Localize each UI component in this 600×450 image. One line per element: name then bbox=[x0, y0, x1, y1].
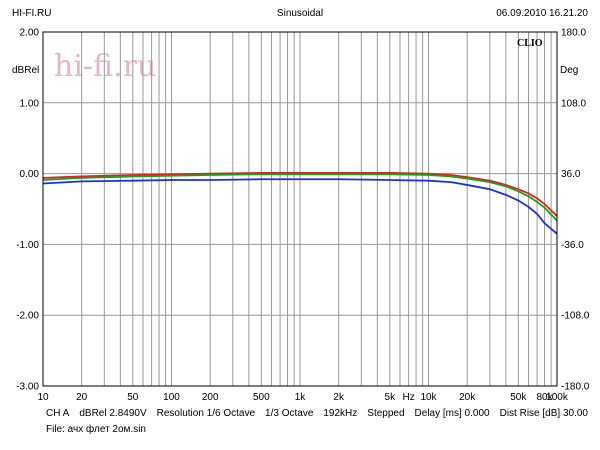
sample-rate: 192kHz bbox=[323, 408, 358, 419]
sweep-mode: Stepped bbox=[367, 408, 405, 419]
x-tick-label: 50 bbox=[127, 392, 139, 403]
header-title: HI-FI.RU bbox=[12, 8, 52, 19]
plot-frame bbox=[42, 31, 558, 387]
dist-rise: Dist Rise [dB] 30.00 bbox=[499, 408, 588, 419]
x-tick-label: 5k bbox=[385, 392, 397, 403]
series-line-1 bbox=[42, 171, 558, 217]
reference-level: dBRel 2.8490V bbox=[79, 408, 147, 419]
y-tick-label: 2.00 bbox=[20, 28, 40, 39]
watermark: hi-fi.ru bbox=[54, 49, 156, 84]
series-line-3 bbox=[42, 178, 558, 235]
y-tick-label: -3.00 bbox=[16, 382, 39, 393]
y2-tick-label: -180.0 bbox=[561, 382, 590, 393]
x-tick-label: 20 bbox=[76, 392, 88, 403]
y2-tick-label: 36.0 bbox=[561, 169, 581, 180]
y2-tick-label: -36.0 bbox=[561, 240, 584, 251]
measurement-type: Sinusoidal bbox=[276, 8, 324, 19]
x-tick-label: 1k bbox=[295, 392, 307, 403]
x-tick-label: 20k bbox=[459, 392, 476, 403]
x-tick-label: 10 bbox=[37, 392, 49, 403]
clio-logo: CLIO bbox=[517, 38, 543, 49]
x-tick-label: 100 bbox=[163, 392, 180, 403]
x-tick-label: Hz bbox=[402, 392, 414, 403]
chart-series bbox=[42, 171, 558, 235]
y-tick-label: 1.00 bbox=[20, 98, 40, 109]
x-tick-label: 2k bbox=[333, 392, 345, 403]
x-tick-label: 200 bbox=[202, 392, 219, 403]
x-tick-label: 10k bbox=[420, 392, 437, 403]
y2-tick-label: 180.0 bbox=[561, 28, 586, 39]
x-tick-label: 80k bbox=[536, 392, 553, 403]
octave-setting: 1/3 Octave bbox=[265, 408, 314, 419]
x-tick-label: 100k bbox=[546, 392, 569, 403]
resolution: Resolution 1/6 Octave bbox=[156, 408, 256, 419]
x-tick-label: 500 bbox=[253, 392, 270, 403]
timestamp: 06.09.2010 16.21.20 bbox=[496, 8, 588, 19]
y2-axis-label: Deg bbox=[560, 65, 578, 76]
y-axis-label: dBRel bbox=[12, 65, 39, 76]
y2-tick-label: 108.0 bbox=[561, 98, 586, 109]
y-tick-label: -2.00 bbox=[16, 311, 39, 322]
y2-tick-label: -108.0 bbox=[561, 311, 590, 322]
series-line-2 bbox=[42, 173, 558, 221]
delay: Delay [ms] 0.000 bbox=[414, 408, 490, 419]
chart-grid bbox=[43, 32, 557, 386]
channel: CH A bbox=[46, 408, 70, 419]
x-tick-label: 50k bbox=[510, 392, 527, 403]
file-name: File: ачх флет 2ом.sin bbox=[46, 424, 146, 435]
y-tick-label: -1.00 bbox=[16, 240, 39, 251]
measurement-settings: CH A dBRel 2.8490V Resolution 1/6 Octave 1/… bbox=[46, 408, 598, 419]
y-tick-label: 0.00 bbox=[20, 169, 40, 180]
